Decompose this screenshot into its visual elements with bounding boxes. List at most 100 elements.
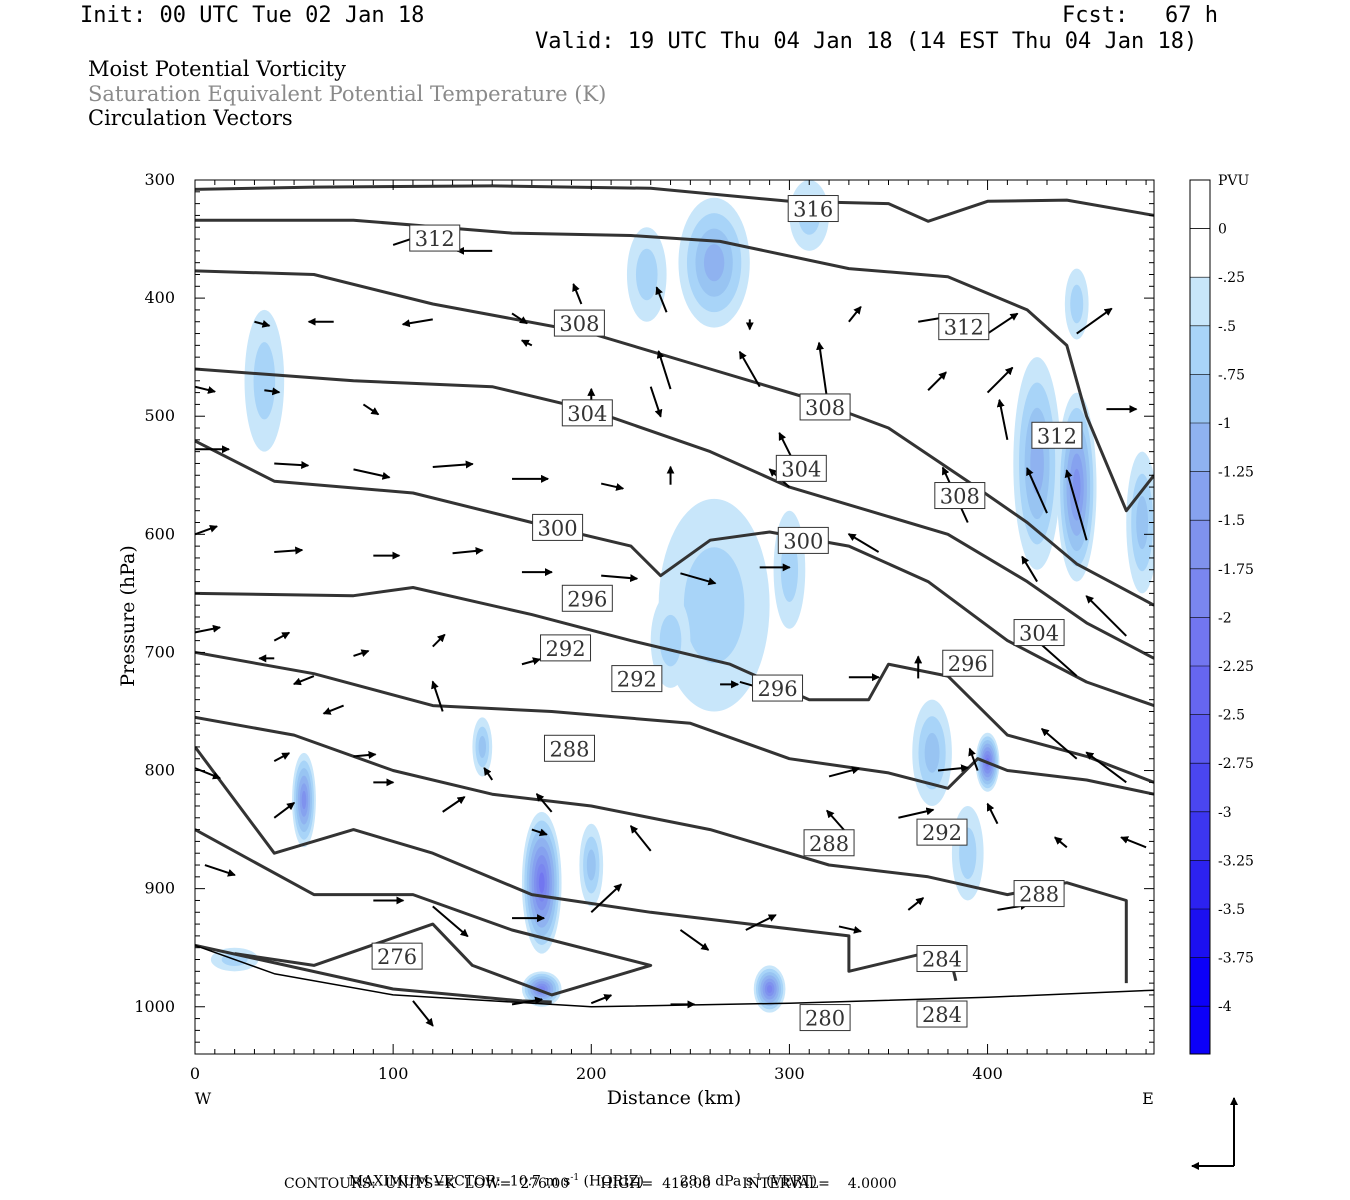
contour-296 (195, 586, 1154, 784)
contour-label-284: 284 (922, 1003, 962, 1027)
colorbar-cell (1190, 325, 1210, 375)
y-tick-label: 900 (144, 879, 175, 898)
contour-label-box (561, 584, 613, 612)
x-axis-title: Distance (km) (607, 1087, 742, 1109)
vector-103 (655, 286, 668, 313)
contour-label-312: 312 (1037, 424, 1077, 448)
vector-35 (590, 994, 613, 1005)
vector-83 (292, 675, 315, 686)
colorbar-label: -1.75 (1218, 562, 1254, 578)
vector-28 (273, 801, 296, 819)
pv-blob-0 (703, 244, 725, 282)
vector-79 (535, 793, 553, 813)
vector-80 (483, 767, 494, 781)
contour-label-box (553, 309, 605, 337)
y-tick-label: 600 (144, 524, 175, 543)
pv-blob-13 (1072, 468, 1081, 506)
contour-label-box (942, 649, 994, 677)
pv-blob-5 (253, 342, 276, 420)
vector-107 (987, 312, 1019, 335)
colorbar-cell (1190, 714, 1210, 764)
vector-27 (531, 828, 548, 837)
colorbar-label: -.25 (1218, 270, 1245, 286)
colorbar-cell (1190, 811, 1210, 861)
vector-40 (907, 897, 925, 911)
max-vector-horiz: MAXIMUM VECTOR: 10.7 m s (348, 1173, 571, 1190)
vector-16 (432, 633, 446, 648)
vector-3 (432, 460, 474, 469)
pv-blob-15 (1136, 495, 1149, 550)
contour-label-316: 316 (793, 198, 833, 222)
init-time: Init: 00 UTC Tue 02 Jan 18 (80, 3, 425, 28)
vector-18 (195, 385, 216, 394)
x-tick-label: 200 (576, 1064, 607, 1083)
vector-76 (937, 764, 970, 773)
vector-44 (680, 572, 717, 586)
vector-65 (1021, 555, 1038, 583)
vector-69 (1040, 727, 1078, 760)
pv-blob-2 (683, 547, 745, 664)
vector-1 (274, 461, 310, 470)
contour-label-box (934, 482, 986, 510)
contour-labels: 316 312 312 312 308 308 308 304 304 304 300 300 296 2… (371, 195, 1083, 1032)
vector-37 (745, 914, 777, 931)
colorbar-label: -.5 (1218, 319, 1236, 335)
vector-94 (661, 106, 671, 121)
colorbar-cell (1190, 520, 1210, 569)
colorbar-label: -2 (1218, 610, 1232, 626)
colorbar-cell (1190, 423, 1210, 472)
contour-info: CONTOURS: UNITS=K LOW= 276.00 HIGH= 416.… (284, 1176, 897, 1192)
contour-label-308: 308 (805, 396, 845, 420)
vector-2 (353, 468, 391, 480)
field-title-pv: Moist Potential Vorticity (88, 57, 346, 81)
contour-label-308: 308 (559, 312, 599, 336)
contour-316 (195, 184, 1154, 223)
y-tick-label: 800 (144, 761, 175, 780)
contour-label-box (1031, 421, 1083, 449)
circulation-vectors (195, 106, 1147, 1027)
contour-label-box (916, 1000, 968, 1028)
colorbar-label: -2.5 (1218, 708, 1245, 724)
x-tick-label: 100 (378, 1064, 409, 1083)
vector-15 (353, 649, 370, 657)
axis-ticks: 0 100 200 300 400 300 400 500 600 700 800 900 1000 (134, 170, 1154, 1083)
colorbar-label: -1 (1218, 416, 1232, 432)
vector-109 (649, 386, 663, 418)
vector-38 (679, 929, 710, 951)
vector-102 (572, 283, 583, 305)
field-title-vectors: Circulation Vectors (88, 106, 293, 130)
vector-68 (1085, 751, 1127, 784)
vector-101 (511, 312, 528, 325)
x-tick-label: 0 (190, 1064, 200, 1083)
contour-label-box (1013, 619, 1065, 647)
pv-colorbar: PVU 0 -.25 -.5 -.75 -1 -1.25 -1.5 -1.75 -2 -2.25 -2… (1189, 173, 1254, 1055)
east-label: E (1142, 1089, 1154, 1108)
contour-label-296: 296 (948, 652, 988, 676)
forecast-hour: 67 h (1165, 3, 1218, 28)
contour-label-292: 292 (545, 637, 585, 661)
valid-time: Valid: 19 UTC Thu 04 Jan 18 (14 EST Thu … (535, 29, 1198, 54)
vector-60 (996, 398, 1009, 441)
vector-93 (581, 127, 601, 142)
vector-32 (590, 883, 623, 914)
colorbar-label: -3 (1218, 805, 1232, 821)
y-tick-label: 1000 (134, 997, 175, 1016)
contour-label-300: 300 (783, 529, 823, 553)
colorbar-cell (1190, 568, 1210, 618)
contour-label-box (775, 454, 827, 482)
vector-90 (344, 124, 359, 132)
contour-label-box (611, 665, 663, 693)
colorbar-label: -3.75 (1218, 951, 1254, 967)
vector-82 (322, 704, 344, 715)
vector-98 (254, 320, 271, 328)
contour-284 (195, 746, 958, 982)
vector-72 (986, 802, 999, 825)
contour-292 (195, 650, 1154, 796)
colorbar-label: -3.5 (1218, 902, 1245, 918)
colorbar-unit: PVU (1218, 173, 1250, 189)
vector-20 (362, 403, 380, 416)
vector-57 (520, 339, 533, 348)
vector-22 (204, 864, 236, 877)
pv-blob-7 (538, 872, 545, 894)
vector-11 (601, 574, 639, 583)
